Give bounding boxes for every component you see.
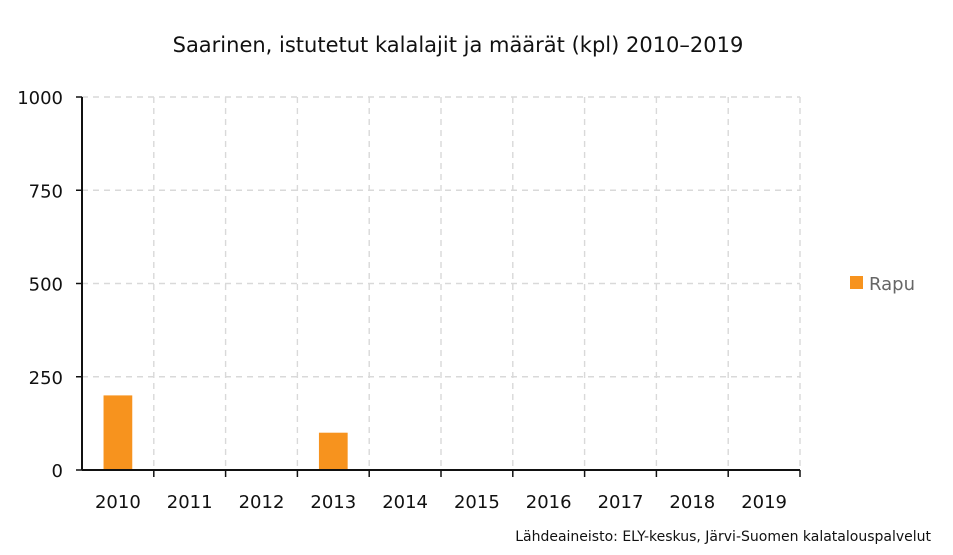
y-tick-label: 1000 bbox=[17, 88, 63, 109]
x-tick-label: 2015 bbox=[454, 492, 500, 513]
x-tick-labels: 2010 2011 2012 2013 2014 2015 2016 2017 2018 2019 bbox=[95, 492, 787, 513]
x-tick-label: 2010 bbox=[95, 492, 141, 513]
y-tick-label: 0 bbox=[52, 461, 63, 482]
x-tick-label: 2018 bbox=[669, 492, 715, 513]
x-tick-label: 2012 bbox=[239, 492, 285, 513]
x-tick-label: 2016 bbox=[526, 492, 572, 513]
legend-swatch-rapu bbox=[850, 276, 863, 289]
bars bbox=[103, 395, 348, 470]
bar-2013 bbox=[318, 432, 348, 470]
x-tick-label: 2011 bbox=[167, 492, 213, 513]
y-tick-labels: 0 250 500 750 1000 bbox=[17, 88, 63, 482]
x-tick-label: 2013 bbox=[310, 492, 356, 513]
x-tick-label: 2014 bbox=[382, 492, 428, 513]
axes bbox=[81, 97, 800, 471]
x-tick-label: 2017 bbox=[598, 492, 644, 513]
x-tick-label: 2019 bbox=[741, 492, 787, 513]
y-tick-label: 250 bbox=[29, 368, 63, 389]
y-tick-label: 750 bbox=[29, 181, 63, 202]
source-note: Lähdeaineisto: ELY-keskus, Järvi-Suomen … bbox=[515, 529, 931, 545]
grid-lines bbox=[76, 96, 801, 477]
bar-2010 bbox=[103, 395, 133, 470]
legend: Rapu bbox=[850, 274, 915, 295]
y-tick-label: 500 bbox=[29, 275, 63, 296]
legend-label-rapu: Rapu bbox=[869, 274, 915, 295]
chart-title: Saarinen, istutetut kalalajit ja määrät … bbox=[173, 33, 744, 57]
